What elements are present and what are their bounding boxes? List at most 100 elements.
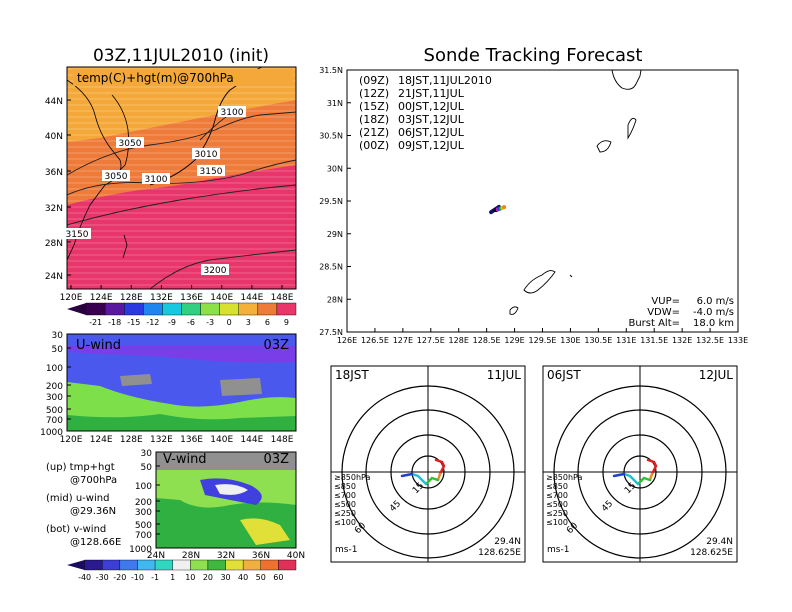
hodograph-lon: 128.625E <box>690 548 733 558</box>
hodograph-level-label: ≤700 <box>546 491 568 500</box>
pressure-tick-label: 200 <box>46 382 63 392</box>
contour-label-bg <box>218 106 246 117</box>
lon-tick-label: 126E <box>337 336 357 345</box>
u-wind-section <box>67 334 296 431</box>
colorbar-label: 10 <box>185 573 195 582</box>
lat-tick-label: 28.5N <box>319 263 343 272</box>
pressure-tick-label: 50 <box>52 345 64 355</box>
param-value: 6.0 m/s <box>697 296 734 307</box>
pressure-tick-label: 1000 <box>129 545 152 555</box>
lat-tick-label: 36N <box>45 168 63 178</box>
lat-tick-label: 24N <box>147 551 165 561</box>
hodograph-trace <box>646 458 658 476</box>
tanegashima-coast <box>627 117 637 140</box>
hodograph-unit: ms-1 <box>547 545 569 555</box>
pressure-tick-label: 500 <box>46 406 63 416</box>
colorbar-swatch <box>85 302 106 316</box>
v-wind-label: V-wind <box>163 452 207 467</box>
colorbar-label: 9 <box>284 318 289 327</box>
lon-tick-label: 124E <box>90 293 113 303</box>
pressure-tick-label: 1000 <box>40 428 63 438</box>
hodograph-06jst: 06JST 12JUL29.4N128.625Ems-1154560≥850hPa… <box>542 365 738 563</box>
param-label: VUP= <box>651 296 680 307</box>
lon-tick-label: 140E <box>210 293 233 303</box>
lon-tick-label: 129E <box>504 336 524 345</box>
forecast-run: (21Z) <box>359 126 389 139</box>
lon-tick-label: 127.5E <box>417 336 445 345</box>
lon-tick-label: 131.5E <box>640 336 668 345</box>
colorbar-label: -1 <box>151 573 159 582</box>
pressure-tick-label: 50 <box>141 463 153 473</box>
colorbar-swatch <box>200 302 220 316</box>
colorbar-swatch <box>207 559 226 571</box>
colorbar-label: 40 <box>238 573 248 582</box>
hodograph-date: 12JUL <box>699 368 734 382</box>
colorbar-swatch <box>143 302 163 316</box>
islet-mark <box>569 274 573 278</box>
colorbar-label: -6 <box>187 318 195 327</box>
colorbar-label: 0 <box>227 318 232 327</box>
hodograph-level-label: ≥850hPa <box>546 473 583 482</box>
note-title: (bot) v-wind <box>46 524 106 535</box>
lat-tick-label: 28N <box>182 551 200 561</box>
lon-tick-label: 132E <box>150 435 173 445</box>
japan-coast <box>149 79 246 186</box>
contour-3200 <box>149 249 296 289</box>
colorbar-label: 50 <box>256 573 266 582</box>
lon-tick-label: 120E <box>60 435 83 445</box>
hodograph-level-label: ≤500 <box>546 500 568 509</box>
hodograph-unit: ms-1 <box>335 545 357 555</box>
lat-tick-label: 36N <box>252 551 270 561</box>
u-wind-label: U-wind <box>76 338 121 353</box>
colorbar-label: 30 <box>220 573 230 582</box>
forecast-valid: 18JST,11JUL2010 <box>398 74 492 87</box>
colorbar-label: 20 <box>203 573 213 582</box>
sonde-parameters: VUP= 6.0 m/s VDW= -4.0 m/s Burst Alt= 18.0 km <box>628 296 734 329</box>
pressure-tick-label: 300 <box>46 393 63 403</box>
colorbar-swatch <box>154 559 173 571</box>
forecast-run: (09Z) <box>359 74 389 87</box>
hodograph-trace <box>636 476 652 486</box>
lon-tick-label: 136E <box>180 293 203 303</box>
contour-label: 3100 <box>221 108 244 118</box>
lon-tick-label: 124E <box>90 435 113 445</box>
contour-label: 3010 <box>195 150 218 160</box>
lat-tick-label: 32N <box>45 204 63 214</box>
hodograph-lon: 128.625E <box>478 548 521 558</box>
lon-tick-label: 132.5E <box>696 336 724 345</box>
tokunoshima-coast <box>509 306 519 315</box>
colorbar-label: -10 <box>131 573 144 582</box>
colorbar-swatch <box>238 302 259 316</box>
colorbar-swatch <box>137 559 156 571</box>
lat-tick-label: 40N <box>287 551 305 561</box>
upper-map-label-bg <box>73 69 293 86</box>
pressure-tick-label: 700 <box>135 531 152 541</box>
colorbar-swatch <box>162 302 182 316</box>
colorbar-label: -12 <box>146 318 159 327</box>
lon-tick-label: 128E <box>120 435 143 445</box>
lat-tick-label: 29.5N <box>319 197 343 206</box>
hodograph-time: 18JST <box>335 368 369 382</box>
colorbar-swatch <box>119 559 138 571</box>
lat-tick-label: 28N <box>45 239 63 249</box>
lon-tick-label: 148E <box>271 435 294 445</box>
pressure-tick-label: 100 <box>46 364 63 374</box>
taiwan-coast <box>122 234 128 259</box>
v-wind-x-ticks: 24N 28N 32N 36N 40N <box>147 551 305 561</box>
hodograph-level-label: ≤700 <box>334 491 356 500</box>
lat-tick-label: 28N <box>327 295 343 304</box>
colorbar-arrow-left <box>67 560 85 570</box>
lon-tick-label: 132E <box>672 336 692 345</box>
u-wind-gray <box>120 374 262 396</box>
lon-tick-label: 148E <box>271 293 294 303</box>
contour-3100 <box>67 159 296 196</box>
lat-tick-label: 31.5N <box>319 66 343 75</box>
colorbar-swatch <box>124 302 144 316</box>
hodograph-level-label: ≤250 <box>334 509 356 518</box>
v-wind-white <box>215 484 248 495</box>
lat-tick-label: 44N <box>45 97 63 107</box>
lon-tick-label: 140E <box>210 435 233 445</box>
lat-tick-label: 24N <box>45 272 63 282</box>
pressure-tick-label: 30 <box>141 449 153 459</box>
